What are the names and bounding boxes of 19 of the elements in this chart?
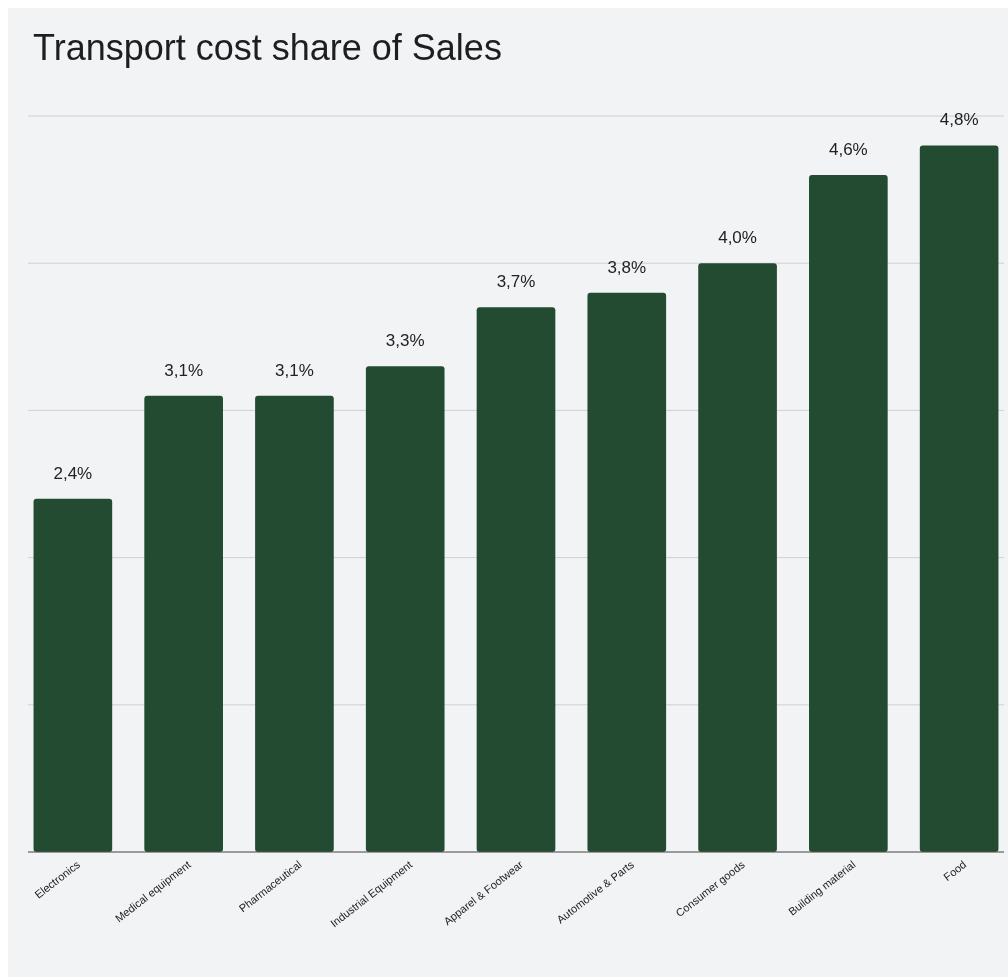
- bar: [919, 145, 999, 852]
- data-label: 3,1%: [275, 360, 314, 380]
- data-label: 4,0%: [718, 228, 757, 248]
- bar: [144, 395, 223, 852]
- data-label: 3,7%: [496, 272, 536, 292]
- bar: [698, 263, 777, 852]
- data-label: 4,6%: [828, 139, 868, 159]
- chart-title: Transport cost share of Sales: [33, 27, 502, 68]
- data-label: 2,4%: [53, 463, 93, 483]
- bar: [33, 498, 113, 852]
- data-label: 3,3%: [385, 331, 425, 351]
- bar: [476, 307, 556, 852]
- data-label: 3,1%: [164, 360, 204, 380]
- bar: [365, 366, 445, 852]
- data-label: 4,8%: [939, 110, 979, 130]
- data-label: 3,8%: [607, 257, 647, 277]
- bar: [809, 174, 888, 852]
- bar: [587, 292, 667, 852]
- bar: [255, 395, 334, 852]
